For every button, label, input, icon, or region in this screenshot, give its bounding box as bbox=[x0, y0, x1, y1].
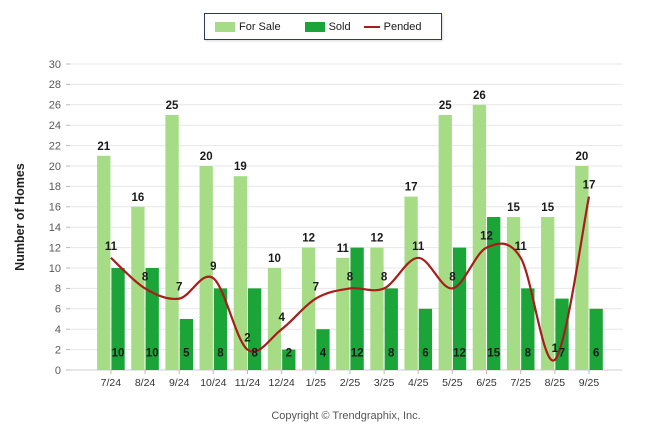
svg-text:14: 14 bbox=[49, 222, 61, 234]
svg-text:8: 8 bbox=[251, 348, 258, 360]
svg-text:2: 2 bbox=[286, 348, 292, 360]
svg-text:7: 7 bbox=[313, 282, 319, 294]
svg-text:25: 25 bbox=[439, 100, 452, 112]
svg-text:4: 4 bbox=[278, 312, 285, 324]
svg-text:4: 4 bbox=[55, 324, 61, 336]
svg-text:7/24: 7/24 bbox=[101, 377, 122, 389]
svg-text:2: 2 bbox=[55, 344, 61, 356]
svg-text:8: 8 bbox=[449, 271, 456, 283]
svg-text:1/25: 1/25 bbox=[306, 377, 327, 389]
svg-text:24: 24 bbox=[49, 120, 61, 132]
svg-text:8: 8 bbox=[142, 271, 149, 283]
svg-text:20: 20 bbox=[49, 161, 61, 173]
svg-text:10: 10 bbox=[49, 263, 61, 275]
svg-text:22: 22 bbox=[49, 140, 61, 152]
svg-text:8: 8 bbox=[525, 348, 532, 360]
svg-text:7: 7 bbox=[559, 348, 565, 360]
svg-text:8: 8 bbox=[55, 283, 61, 295]
svg-text:12: 12 bbox=[453, 348, 466, 360]
svg-text:1: 1 bbox=[552, 343, 559, 355]
svg-text:6/25: 6/25 bbox=[476, 377, 497, 389]
svg-text:11: 11 bbox=[105, 241, 118, 253]
svg-text:19: 19 bbox=[234, 161, 247, 173]
svg-text:9: 9 bbox=[210, 261, 216, 273]
svg-text:26: 26 bbox=[49, 100, 61, 112]
svg-text:7/25: 7/25 bbox=[510, 377, 531, 389]
svg-text:15: 15 bbox=[487, 348, 500, 360]
svg-text:21: 21 bbox=[97, 141, 110, 153]
svg-text:8: 8 bbox=[217, 348, 224, 360]
svg-text:5/25: 5/25 bbox=[442, 377, 463, 389]
svg-text:2: 2 bbox=[244, 333, 250, 345]
svg-text:8: 8 bbox=[347, 271, 354, 283]
svg-text:10: 10 bbox=[146, 348, 159, 360]
svg-text:11/24: 11/24 bbox=[235, 377, 261, 389]
svg-text:25: 25 bbox=[166, 100, 179, 112]
svg-text:8: 8 bbox=[388, 348, 395, 360]
svg-text:10: 10 bbox=[268, 253, 281, 265]
svg-text:8: 8 bbox=[381, 271, 388, 283]
svg-text:18: 18 bbox=[49, 181, 61, 193]
svg-text:20: 20 bbox=[200, 151, 213, 163]
svg-text:20: 20 bbox=[575, 151, 588, 163]
svg-text:9/24: 9/24 bbox=[169, 377, 190, 389]
svg-text:16: 16 bbox=[132, 192, 145, 204]
svg-text:2/25: 2/25 bbox=[340, 377, 361, 389]
svg-text:12/24: 12/24 bbox=[269, 377, 295, 389]
svg-text:12: 12 bbox=[480, 231, 493, 243]
svg-text:11: 11 bbox=[412, 241, 425, 253]
svg-text:12: 12 bbox=[371, 233, 384, 245]
svg-text:6: 6 bbox=[593, 348, 599, 360]
svg-text:5: 5 bbox=[183, 348, 190, 360]
svg-text:15: 15 bbox=[507, 202, 520, 214]
svg-text:7: 7 bbox=[176, 282, 182, 294]
svg-text:12: 12 bbox=[302, 233, 315, 245]
svg-text:6: 6 bbox=[55, 304, 61, 316]
svg-text:12: 12 bbox=[351, 348, 364, 360]
svg-text:6: 6 bbox=[422, 348, 428, 360]
svg-text:10: 10 bbox=[112, 348, 125, 360]
svg-text:12: 12 bbox=[49, 242, 61, 254]
svg-text:17: 17 bbox=[405, 182, 418, 194]
svg-text:8/24: 8/24 bbox=[135, 377, 156, 389]
svg-text:16: 16 bbox=[49, 202, 61, 214]
svg-text:3/25: 3/25 bbox=[374, 377, 395, 389]
svg-text:0: 0 bbox=[55, 365, 61, 377]
svg-text:10/24: 10/24 bbox=[200, 377, 226, 389]
svg-text:28: 28 bbox=[49, 79, 61, 91]
svg-text:17: 17 bbox=[583, 180, 596, 192]
svg-text:4/25: 4/25 bbox=[408, 377, 429, 389]
svg-text:11: 11 bbox=[515, 241, 528, 253]
svg-text:30: 30 bbox=[49, 59, 61, 71]
svg-text:15: 15 bbox=[541, 202, 554, 214]
svg-text:26: 26 bbox=[473, 90, 486, 102]
svg-text:11: 11 bbox=[337, 243, 350, 255]
svg-text:9/25: 9/25 bbox=[579, 377, 600, 389]
svg-text:4: 4 bbox=[320, 348, 327, 360]
svg-text:8/25: 8/25 bbox=[545, 377, 566, 389]
